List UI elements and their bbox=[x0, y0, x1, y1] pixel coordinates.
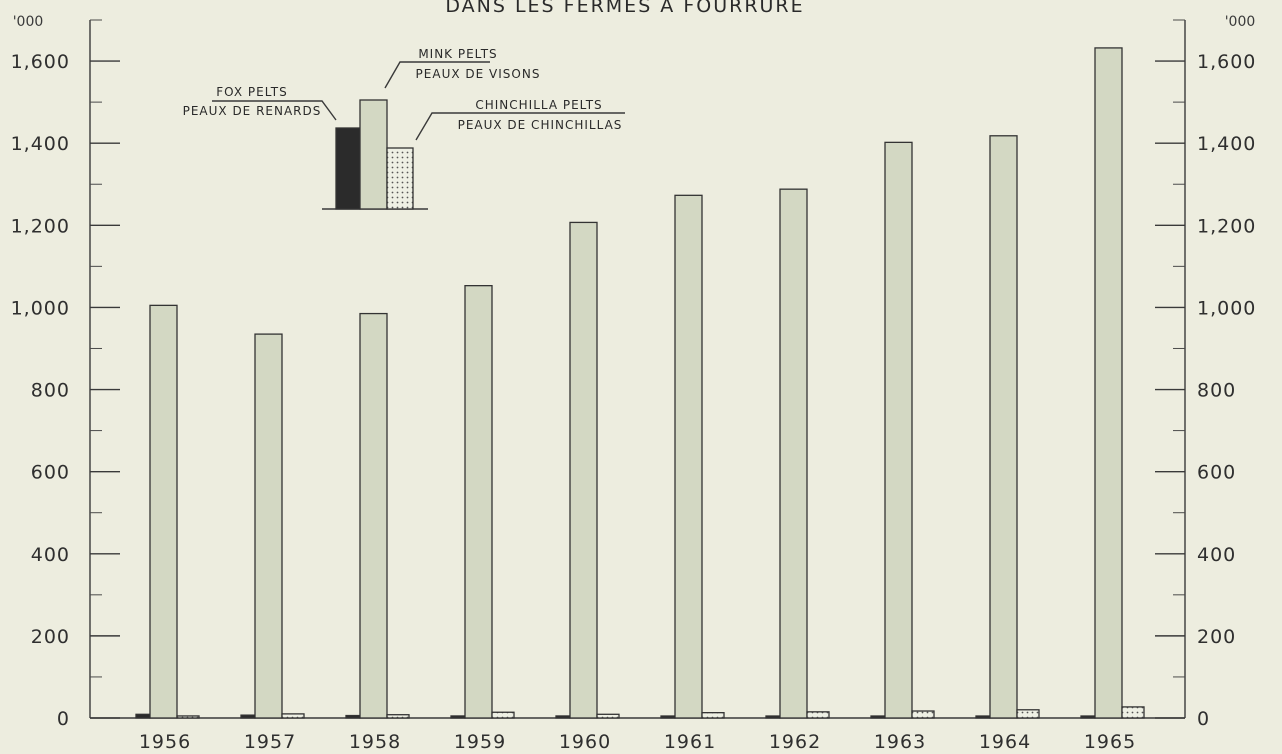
legend-label-fox-fr: PEAUX DE RENARDS bbox=[183, 104, 322, 118]
y-tick-label-right: 1,200 bbox=[1197, 215, 1256, 237]
x-tick-label: 1963 bbox=[874, 731, 926, 753]
bar-chinchilla bbox=[386, 714, 410, 719]
y-tick-label-left: 1,400 bbox=[11, 133, 70, 155]
bar-mink bbox=[674, 194, 703, 719]
y-tick-label-left: 0 bbox=[57, 708, 70, 730]
x-tick-label: 1962 bbox=[769, 731, 821, 753]
y-tick-label-left: 1,200 bbox=[11, 215, 70, 237]
y-tick-label-right: 1,000 bbox=[1197, 297, 1256, 319]
bar-fox bbox=[450, 715, 466, 719]
x-axis-labels: 1956 1957 1958 1959 1960 1961 1962 1963 1964 1965 bbox=[139, 731, 1136, 753]
bar-chinchilla bbox=[281, 713, 305, 719]
bar-mink bbox=[254, 333, 283, 719]
bar-mink bbox=[569, 221, 598, 719]
chart-title: DANS LES FERMES A FOURRURE bbox=[445, 0, 804, 17]
y-tick-label-right: 1,400 bbox=[1197, 133, 1256, 155]
y-axis-left: 0 200 400 600 800 1,000 1,200 1,400 1,600 bbox=[11, 51, 120, 730]
legend-label-mink-fr: PEAUX DE VISONS bbox=[416, 67, 541, 81]
bar-fox bbox=[345, 714, 361, 719]
legend-label-chinchilla-en: CHINCHILLA PELTS bbox=[475, 98, 602, 112]
bar-chinchilla bbox=[1016, 709, 1040, 719]
bar-chinchilla bbox=[806, 711, 830, 719]
legend-swatch-chinchilla bbox=[386, 147, 414, 210]
legend-swatch-mink bbox=[359, 99, 388, 210]
x-tick-label: 1965 bbox=[1084, 731, 1136, 753]
bar-chinchilla bbox=[176, 715, 200, 719]
bar-mink bbox=[464, 285, 493, 719]
unit-label-left: '000 bbox=[13, 14, 44, 30]
legend-leader-chinchilla bbox=[415, 112, 625, 141]
y-tick-label-right: 800 bbox=[1197, 380, 1236, 402]
bar-fox bbox=[240, 714, 256, 719]
x-tick-label: 1958 bbox=[349, 731, 401, 753]
x-tick-label: 1957 bbox=[244, 731, 296, 753]
unit-label-right: '000 bbox=[1225, 14, 1256, 30]
y-tick-label-right: 400 bbox=[1197, 544, 1236, 566]
y-tick-label-left: 600 bbox=[31, 462, 70, 484]
bar-chinchilla bbox=[596, 713, 620, 719]
y-tick-label-left: 400 bbox=[31, 544, 70, 566]
bar-fox bbox=[975, 715, 991, 719]
bar-mink bbox=[1094, 47, 1123, 719]
bar-chinchilla bbox=[1121, 706, 1145, 719]
bar-mink bbox=[779, 188, 808, 719]
y-tick-label-right: 200 bbox=[1197, 626, 1236, 648]
y-tick-label-left: 1,600 bbox=[11, 51, 70, 73]
y-tick-label-right: 600 bbox=[1197, 462, 1236, 484]
y-tick-label-right: 1,600 bbox=[1197, 51, 1256, 73]
x-tick-label: 1961 bbox=[664, 731, 716, 753]
legend-label-chinchilla-fr: PEAUX DE CHINCHILLAS bbox=[458, 118, 623, 132]
bar-fox bbox=[765, 715, 781, 719]
bar-fox bbox=[135, 713, 151, 719]
y-tick-label-left: 1,000 bbox=[11, 297, 70, 319]
x-tick-label: 1960 bbox=[559, 731, 611, 753]
legend: FOX PELTS PEAUX DE RENARDS MINK PELTS PE… bbox=[183, 47, 625, 210]
x-tick-label: 1956 bbox=[139, 731, 191, 753]
bar-chinchilla bbox=[911, 710, 935, 719]
y-axis-right: 0 200 400 600 800 1,000 1,200 1,400 1,600 bbox=[1155, 51, 1256, 730]
legend-swatch-fox bbox=[335, 127, 361, 210]
bars-group bbox=[135, 47, 1145, 719]
bar-fox bbox=[555, 715, 571, 719]
y-tick-label-right: 0 bbox=[1197, 708, 1210, 730]
bar-fox bbox=[870, 715, 886, 719]
bar-mink bbox=[989, 135, 1018, 719]
bar-mink bbox=[149, 304, 178, 719]
x-tick-label: 1959 bbox=[454, 731, 506, 753]
bar-mink bbox=[359, 312, 388, 719]
chart-axes bbox=[89, 19, 1186, 719]
bar-fox bbox=[660, 715, 676, 719]
x-tick-label: 1964 bbox=[979, 731, 1031, 753]
bar-mink bbox=[884, 141, 913, 719]
y-tick-label-left: 200 bbox=[31, 626, 70, 648]
bar-fox bbox=[1080, 715, 1096, 719]
legend-label-fox-en: FOX PELTS bbox=[216, 85, 287, 99]
bar-chinchilla bbox=[491, 711, 515, 719]
y-tick-label-left: 800 bbox=[31, 380, 70, 402]
legend-leader-mink bbox=[384, 61, 490, 89]
bar-chinchilla bbox=[701, 712, 725, 719]
legend-label-mink-en: MINK PELTS bbox=[418, 47, 497, 61]
legend-leader-fox bbox=[212, 100, 337, 121]
